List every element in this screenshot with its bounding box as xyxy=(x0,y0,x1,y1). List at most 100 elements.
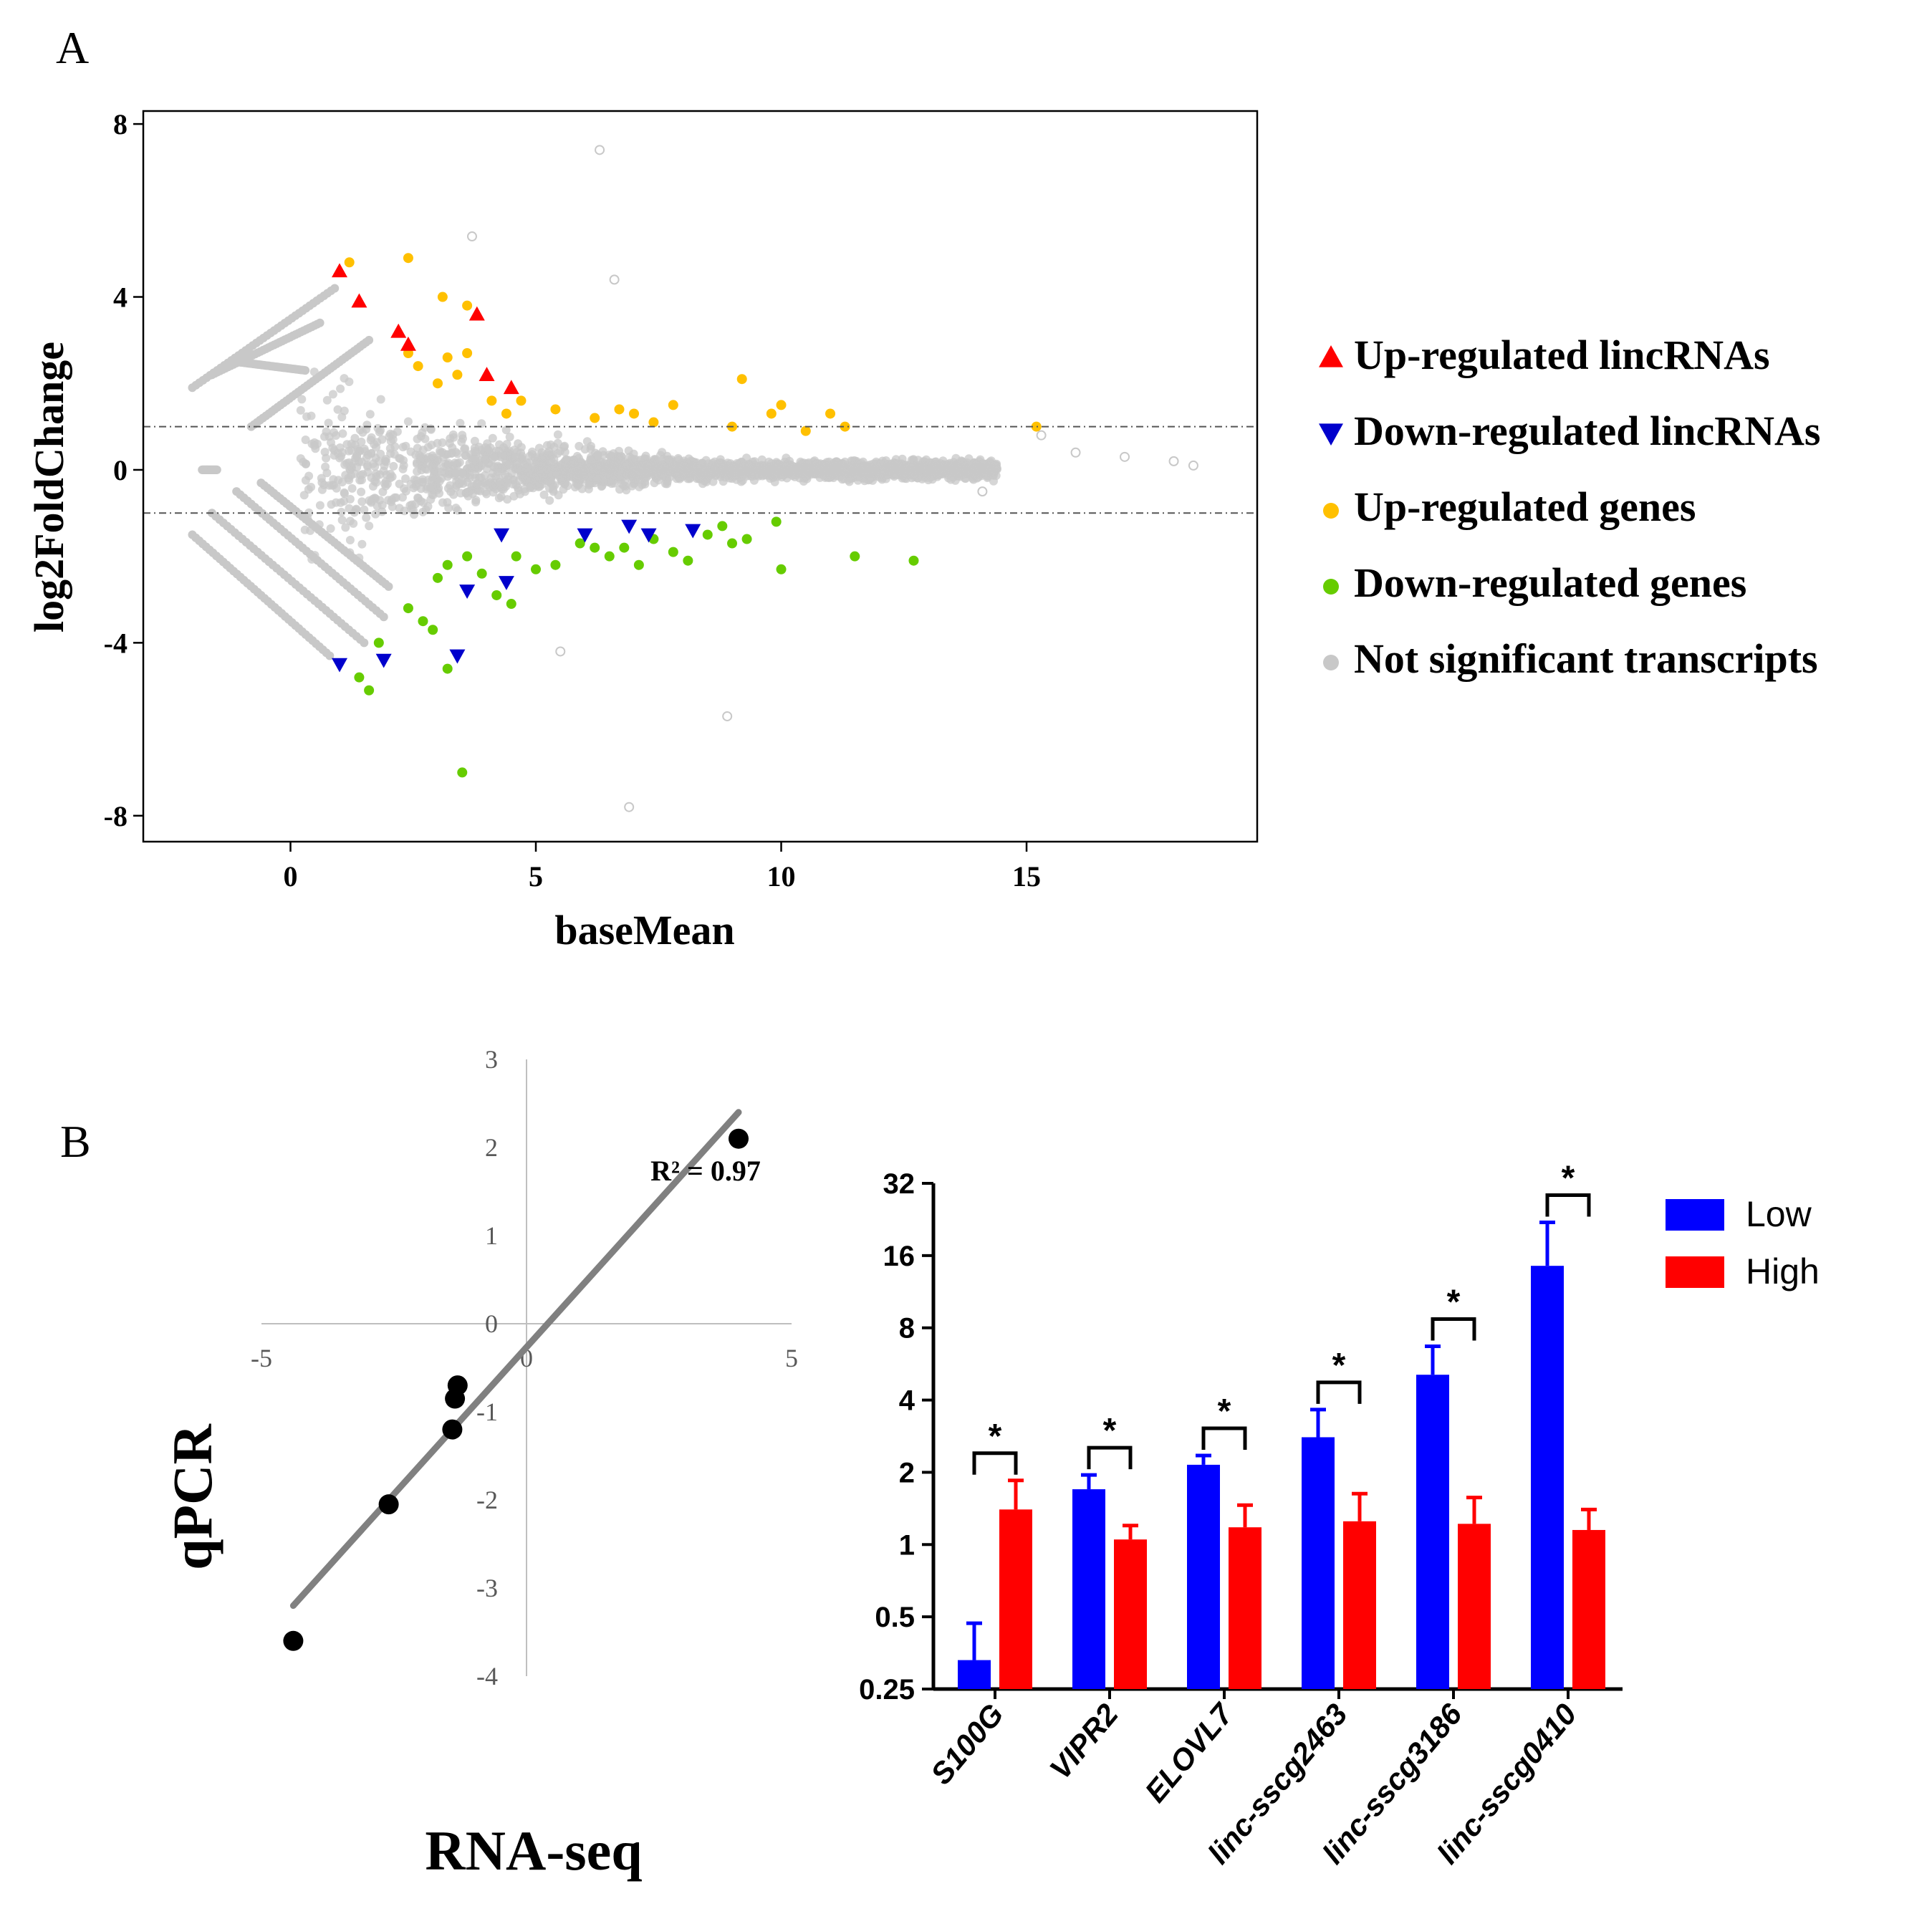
ns-point xyxy=(821,473,830,482)
ns-point xyxy=(403,417,413,426)
down-regulated-lincrna-point xyxy=(494,528,510,543)
up-regulated-lincrna-point xyxy=(468,306,485,321)
ns-point xyxy=(607,479,616,489)
ns-point xyxy=(381,455,390,463)
significance-star: * xyxy=(1218,1392,1231,1430)
down-regulated-lincrna-point xyxy=(449,649,466,664)
ns-point xyxy=(451,448,461,457)
down-regulated-gene-point xyxy=(511,551,522,562)
ma-y-tick-label: -4 xyxy=(104,627,128,659)
legend-marker-circle xyxy=(1323,503,1339,519)
ns-point xyxy=(413,467,422,476)
ns-point xyxy=(443,484,453,493)
ns-point xyxy=(438,498,447,507)
ns-point xyxy=(628,481,637,491)
ns-point xyxy=(439,453,448,462)
down-regulated-lincrna-point xyxy=(577,528,593,543)
ns-point xyxy=(795,473,804,483)
significance-star: * xyxy=(1332,1347,1346,1385)
ns-point xyxy=(494,494,504,503)
corr-y-tick-label: 2 xyxy=(485,1133,498,1162)
ns-point xyxy=(559,485,568,494)
ns-point xyxy=(345,536,355,544)
ns-point xyxy=(362,513,371,522)
ns-point xyxy=(326,524,335,533)
ns-point xyxy=(574,479,583,489)
down-regulated-gene-point xyxy=(619,542,630,553)
ns-streak-point xyxy=(301,366,310,375)
ns-point xyxy=(553,438,562,448)
correlation-point xyxy=(378,1494,399,1515)
ns-point xyxy=(811,463,820,472)
ns-point xyxy=(465,473,474,483)
ns-point xyxy=(376,425,385,435)
bar-legend-label: High xyxy=(1746,1251,1820,1291)
ma-legend: Up-regulated lincRNAs Down-regulated linc… xyxy=(1319,332,1820,682)
down-regulated-gene-point xyxy=(717,521,728,531)
ns-point xyxy=(381,481,390,491)
bar-low xyxy=(1531,1266,1564,1689)
ns-point xyxy=(296,405,305,415)
legend-marker-down-lincrna xyxy=(1319,423,1343,446)
down-regulated-lincrna-point xyxy=(640,528,657,543)
up-regulated-lincrna-point xyxy=(503,380,519,395)
ns-point xyxy=(587,456,596,465)
down-regulated-gene-point xyxy=(668,547,678,557)
up-regulated-gene-point xyxy=(413,361,423,372)
ns-point xyxy=(324,418,333,428)
up-regulated-lincrna-point xyxy=(479,367,495,381)
ns-point xyxy=(476,473,486,482)
ns-point xyxy=(483,439,492,448)
ns-point xyxy=(833,464,842,473)
ns-point xyxy=(658,460,667,469)
panel-label-a: A xyxy=(56,22,89,73)
up-regulated-gene-point xyxy=(825,408,836,419)
ns-point xyxy=(887,460,896,469)
ns-point xyxy=(322,468,332,478)
bar-y-tick-label: 0.25 xyxy=(859,1674,915,1706)
up-regulated-gene-point xyxy=(614,404,625,415)
bar-series xyxy=(958,1221,1605,1689)
ns-point xyxy=(617,479,626,489)
ns-point xyxy=(301,476,310,485)
ns-point xyxy=(472,479,481,489)
ns-point xyxy=(345,476,354,485)
ns-point xyxy=(456,489,466,498)
ns-point xyxy=(336,384,345,393)
ns-point xyxy=(357,497,367,506)
down-regulated-lincrna-point xyxy=(498,576,514,590)
ns-point xyxy=(501,425,511,435)
ns-point xyxy=(650,478,659,488)
down-regulated-lincrna-point xyxy=(332,658,348,673)
ns-streak-point xyxy=(330,284,340,293)
ns-point xyxy=(606,452,615,461)
ns-point xyxy=(347,484,357,493)
bar-y-tick-label: 0.5 xyxy=(875,1602,915,1633)
ns-point xyxy=(900,464,910,473)
ns-point xyxy=(386,469,395,478)
significance-star: * xyxy=(989,1418,1002,1456)
ns-point xyxy=(542,464,551,473)
legend-marker-circle xyxy=(1323,579,1339,595)
down-regulated-gene-point xyxy=(633,559,644,570)
ns-point xyxy=(533,468,542,477)
ma-y-tick-label: 4 xyxy=(113,282,128,314)
down-regulated-gene-point xyxy=(354,672,365,683)
up-regulated-gene-point xyxy=(648,417,659,428)
down-regulated-gene-point xyxy=(575,538,585,549)
ns-point xyxy=(444,504,453,513)
ns-point xyxy=(376,449,385,458)
ns-point xyxy=(941,466,951,476)
ns-point xyxy=(401,474,410,484)
ns-point xyxy=(663,477,672,486)
ns-point xyxy=(335,443,345,452)
ns-point xyxy=(476,461,486,470)
ns-point xyxy=(424,453,433,462)
ma-y-tick-label: 0 xyxy=(113,454,128,486)
down-regulated-gene-point xyxy=(771,516,782,527)
ns-point xyxy=(349,519,358,528)
ns-point xyxy=(665,467,675,476)
ns-point xyxy=(516,443,526,452)
ns-point xyxy=(635,482,644,491)
